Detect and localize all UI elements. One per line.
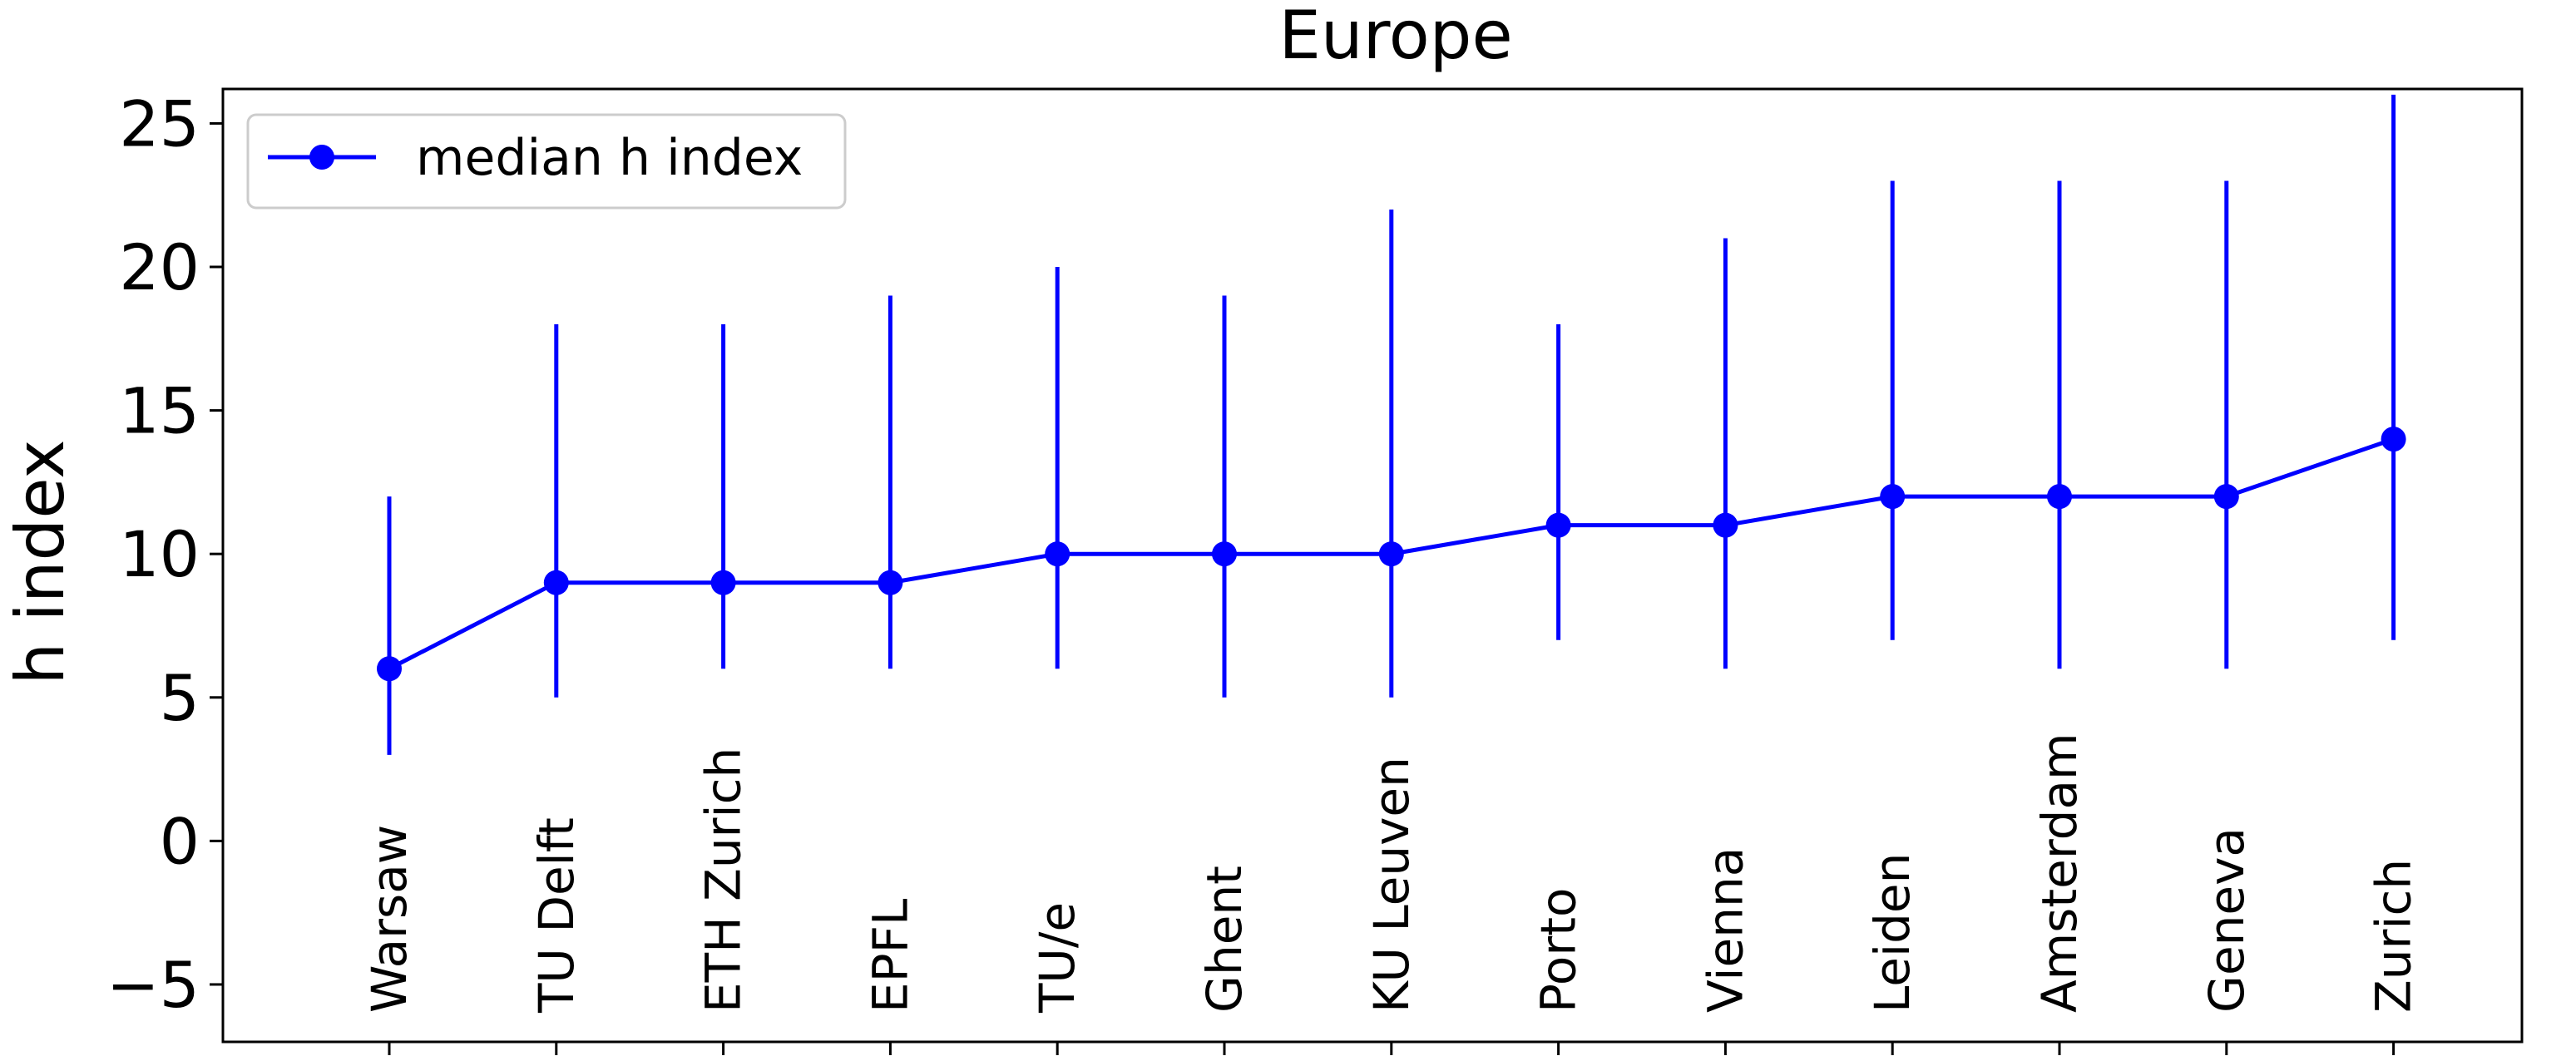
- category-labels: Warsaw TU Delft ETH Zurich EPFL TU/e Ghent KU …: [361, 733, 2422, 1014]
- y-tick-label: 15: [119, 374, 200, 448]
- category-label: Vienna: [1697, 847, 1753, 1013]
- category-label: KU Leuven: [1363, 757, 1420, 1013]
- category-label: Ghent: [1196, 866, 1253, 1013]
- data-point: [1880, 484, 1906, 510]
- legend-marker-swatch: [309, 145, 334, 170]
- legend-frame: [246, 113, 847, 210]
- data-point: [1713, 512, 1738, 538]
- data-point: [543, 570, 569, 595]
- y-axis-ticks: −5 0 5 10 15 20 25: [106, 86, 223, 1022]
- data-point: [377, 656, 402, 682]
- y-tick-label: 20: [119, 230, 200, 304]
- category-label: TU Delft: [528, 817, 585, 1014]
- data-point: [878, 570, 903, 595]
- category-label: Warsaw: [361, 825, 418, 1013]
- series-points: [377, 427, 2406, 682]
- data-point: [1545, 512, 1571, 538]
- chart-title: Europe: [1278, 0, 1512, 74]
- data-point: [1378, 541, 1404, 567]
- y-axis-label: h index: [2, 440, 79, 685]
- data-point: [2047, 484, 2072, 510]
- y-tick-label: −5: [106, 948, 200, 1022]
- category-label: EPFL: [862, 899, 918, 1013]
- data-point: [710, 570, 736, 595]
- y-tick-label: 5: [160, 661, 200, 735]
- data-point: [1212, 541, 1237, 567]
- data-point: [2213, 484, 2239, 510]
- category-label: Zurich: [2366, 859, 2422, 1013]
- category-label: ETH Zurich: [695, 748, 752, 1013]
- y-tick-label: 10: [119, 517, 200, 591]
- y-tick-label: 25: [119, 86, 200, 160]
- category-label: Porto: [1530, 888, 1587, 1013]
- category-label: Leiden: [1864, 853, 1921, 1013]
- category-label: Geneva: [2198, 827, 2255, 1013]
- plot-frame: [221, 87, 2524, 1044]
- legend-label: median h index: [416, 129, 803, 187]
- category-label: Amsterdam: [2031, 733, 2088, 1013]
- data-point: [2381, 427, 2406, 452]
- x-axis-ticks: [388, 1042, 2396, 1055]
- data-point: [1045, 541, 1070, 567]
- category-label: TU/e: [1029, 902, 1085, 1014]
- legend: median h index: [246, 113, 847, 210]
- y-tick-label: 0: [160, 804, 200, 878]
- error-bars: [387, 94, 2396, 755]
